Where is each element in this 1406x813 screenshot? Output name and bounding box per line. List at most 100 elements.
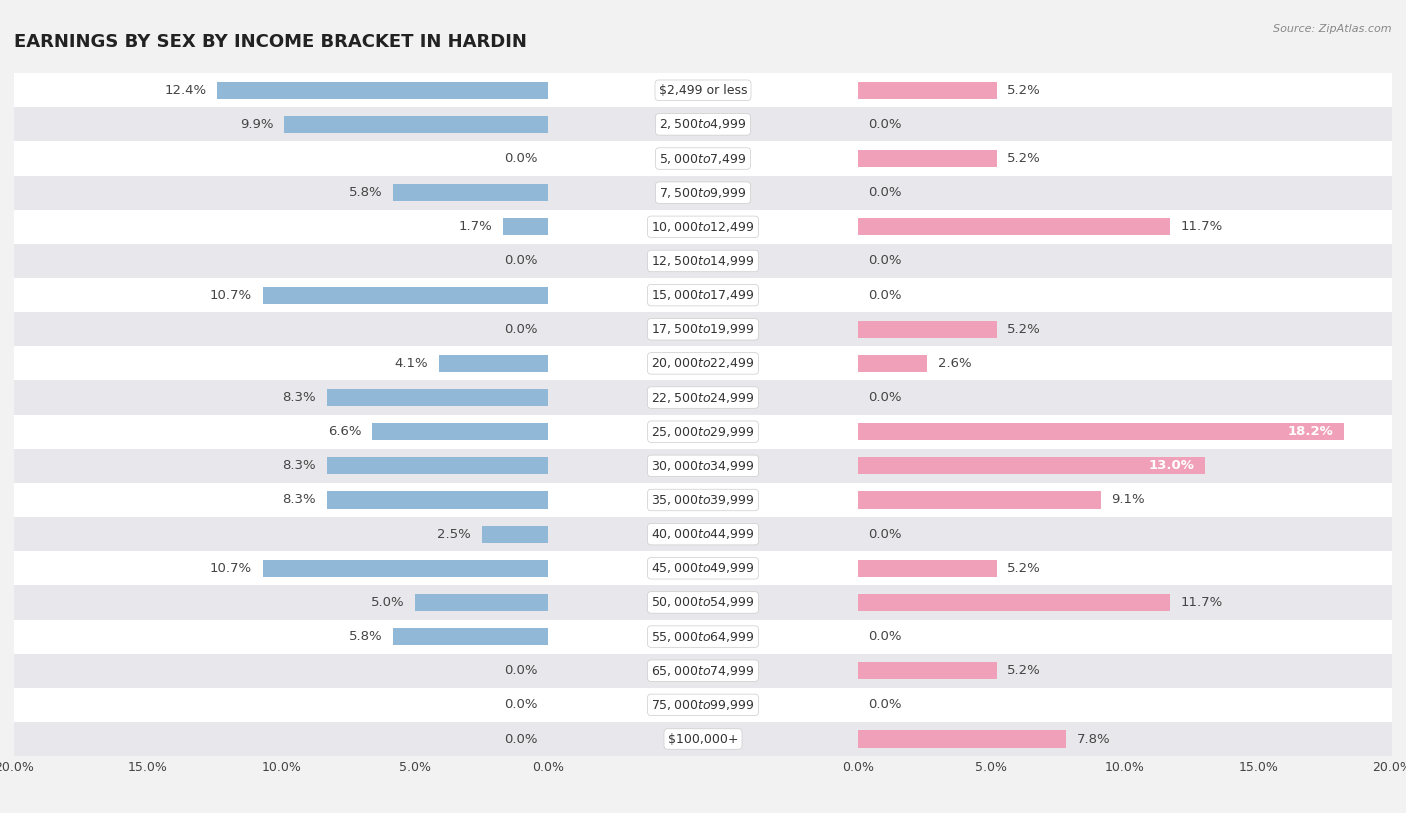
Text: $22,500 to $24,999: $22,500 to $24,999: [651, 390, 755, 405]
Bar: [14, 654, 548, 688]
Bar: [548, 141, 858, 176]
Bar: [858, 355, 927, 372]
Bar: [263, 560, 548, 577]
Text: 5.2%: 5.2%: [1007, 84, 1040, 97]
Text: 6.6%: 6.6%: [328, 425, 361, 438]
Bar: [14, 244, 548, 278]
Bar: [548, 346, 858, 380]
Bar: [858, 176, 1392, 210]
Text: 10.7%: 10.7%: [209, 562, 252, 575]
Bar: [548, 415, 858, 449]
Bar: [326, 389, 548, 406]
Bar: [548, 722, 858, 756]
Text: $50,000 to $54,999: $50,000 to $54,999: [651, 595, 755, 610]
Bar: [858, 107, 1392, 141]
Text: 0.0%: 0.0%: [505, 254, 537, 267]
Bar: [858, 491, 1101, 509]
Text: 0.0%: 0.0%: [869, 118, 901, 131]
Text: 9.9%: 9.9%: [239, 118, 273, 131]
Bar: [548, 517, 858, 551]
Text: $30,000 to $34,999: $30,000 to $34,999: [651, 459, 755, 473]
Bar: [394, 185, 548, 202]
Bar: [14, 688, 548, 722]
Bar: [548, 483, 858, 517]
Bar: [14, 585, 548, 620]
Bar: [858, 722, 1392, 756]
Bar: [548, 688, 858, 722]
Text: 0.0%: 0.0%: [869, 289, 901, 302]
Bar: [14, 141, 548, 176]
Bar: [548, 551, 858, 585]
Bar: [14, 210, 548, 244]
Text: 5.8%: 5.8%: [349, 630, 382, 643]
Bar: [858, 415, 1392, 449]
Text: $45,000 to $49,999: $45,000 to $49,999: [651, 561, 755, 576]
Bar: [858, 654, 1392, 688]
Bar: [858, 141, 1392, 176]
Text: $7,500 to $9,999: $7,500 to $9,999: [659, 185, 747, 200]
Bar: [394, 628, 548, 646]
Text: $25,000 to $29,999: $25,000 to $29,999: [651, 424, 755, 439]
Text: 4.1%: 4.1%: [395, 357, 429, 370]
Bar: [14, 107, 548, 141]
Bar: [548, 176, 858, 210]
Text: 0.0%: 0.0%: [505, 152, 537, 165]
Text: $5,000 to $7,499: $5,000 to $7,499: [659, 151, 747, 166]
Bar: [858, 585, 1392, 620]
Bar: [858, 483, 1392, 517]
Text: 0.0%: 0.0%: [869, 630, 901, 643]
Bar: [14, 278, 548, 312]
Text: 0.0%: 0.0%: [869, 698, 901, 711]
Text: 1.7%: 1.7%: [458, 220, 492, 233]
Bar: [548, 210, 858, 244]
Bar: [858, 320, 997, 338]
Bar: [858, 620, 1392, 654]
Text: 0.0%: 0.0%: [869, 528, 901, 541]
Bar: [858, 551, 1392, 585]
Bar: [858, 662, 997, 680]
Text: 0.0%: 0.0%: [505, 664, 537, 677]
Text: 8.3%: 8.3%: [283, 391, 316, 404]
Bar: [548, 449, 858, 483]
Text: $10,000 to $12,499: $10,000 to $12,499: [651, 220, 755, 234]
Text: $2,499 or less: $2,499 or less: [659, 84, 747, 97]
Text: $65,000 to $74,999: $65,000 to $74,999: [651, 663, 755, 678]
Bar: [548, 278, 858, 312]
Bar: [858, 731, 1066, 748]
Bar: [548, 585, 858, 620]
Bar: [548, 107, 858, 141]
Bar: [14, 380, 548, 415]
Bar: [858, 688, 1392, 722]
Bar: [858, 244, 1392, 278]
Bar: [14, 312, 548, 346]
Bar: [548, 73, 858, 107]
Text: 2.5%: 2.5%: [437, 528, 471, 541]
Bar: [858, 73, 1392, 107]
Text: 9.1%: 9.1%: [1111, 493, 1144, 506]
Text: 8.3%: 8.3%: [283, 493, 316, 506]
Bar: [858, 380, 1392, 415]
Bar: [858, 560, 997, 577]
Text: $12,500 to $14,999: $12,500 to $14,999: [651, 254, 755, 268]
Bar: [14, 517, 548, 551]
Text: EARNINGS BY SEX BY INCOME BRACKET IN HARDIN: EARNINGS BY SEX BY INCOME BRACKET IN HAR…: [14, 33, 527, 50]
Bar: [858, 346, 1392, 380]
Bar: [14, 483, 548, 517]
Bar: [14, 415, 548, 449]
Bar: [373, 423, 548, 440]
Text: 0.0%: 0.0%: [869, 186, 901, 199]
Bar: [548, 244, 858, 278]
Text: 5.2%: 5.2%: [1007, 664, 1040, 677]
Bar: [858, 449, 1392, 483]
Text: 8.3%: 8.3%: [283, 459, 316, 472]
Bar: [858, 593, 1170, 611]
Bar: [326, 457, 548, 475]
Bar: [14, 73, 548, 107]
Bar: [284, 116, 548, 133]
Bar: [858, 423, 1344, 440]
Text: 5.2%: 5.2%: [1007, 152, 1040, 165]
Bar: [548, 380, 858, 415]
Text: $35,000 to $39,999: $35,000 to $39,999: [651, 493, 755, 507]
Bar: [481, 526, 548, 543]
Text: Source: ZipAtlas.com: Source: ZipAtlas.com: [1274, 24, 1392, 34]
